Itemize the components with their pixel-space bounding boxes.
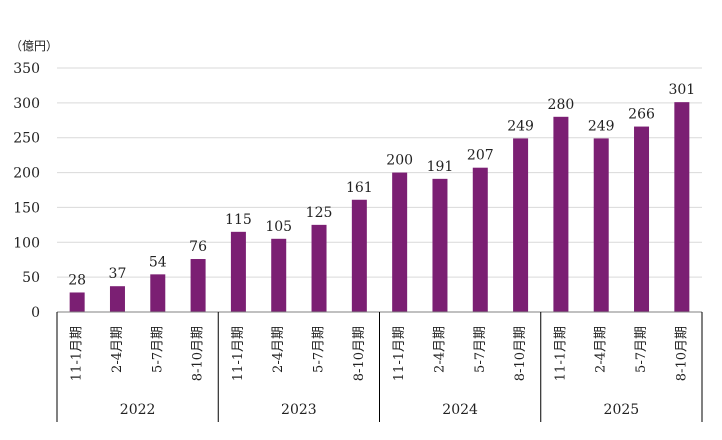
data-label: 54 <box>149 254 167 270</box>
y-tick-label: 350 <box>13 61 40 77</box>
data-label: 266 <box>628 107 655 123</box>
data-label: 249 <box>588 118 615 134</box>
bar <box>432 178 448 312</box>
data-label: 207 <box>467 148 494 164</box>
data-label: 191 <box>427 159 454 175</box>
data-label: 249 <box>507 118 534 134</box>
data-labels: 28 37 54 76 115 105 125 161 200 191 207 249 280 249 26… <box>68 82 695 288</box>
bar <box>190 259 206 312</box>
y-tick-label: 250 <box>13 131 40 147</box>
x-group-label: 2024 <box>442 402 478 418</box>
x-tick-label: 8-10月期 <box>352 326 367 381</box>
data-label: 28 <box>68 272 86 288</box>
x-group-label: 2022 <box>120 402 156 418</box>
data-label: 301 <box>668 82 695 98</box>
y-tick-label: 150 <box>13 200 40 216</box>
data-label: 37 <box>109 266 127 282</box>
bar <box>513 138 529 312</box>
bar <box>593 138 609 312</box>
x-tick-label: 8-10月期 <box>191 326 206 381</box>
bars <box>69 102 690 312</box>
data-label: 76 <box>189 239 207 255</box>
x-tick-label: 5-7月期 <box>150 326 165 373</box>
x-tick-label: 5-7月期 <box>312 326 327 373</box>
bar <box>109 286 125 312</box>
x-tick-label: 5-7月期 <box>473 326 488 373</box>
y-tick-label: 0 <box>31 305 40 321</box>
y-tick-label: 50 <box>22 270 40 286</box>
bar <box>271 238 287 312</box>
y-tick-label: 200 <box>13 166 40 182</box>
x-tick-label: 2-4月期 <box>432 326 447 373</box>
x-tick-label: 11-1月期 <box>553 326 568 381</box>
x-tick-label: 2-4月期 <box>271 326 286 373</box>
bar <box>634 126 650 312</box>
y-axis-ticks: 0 50 100 150 200 250 300 350 <box>13 61 40 321</box>
x-tick-label: 11-1月期 <box>392 326 407 381</box>
data-label: 125 <box>306 205 333 221</box>
data-label: 280 <box>548 97 575 113</box>
bar <box>351 199 367 312</box>
x-tick-label: 2-4月期 <box>594 326 609 373</box>
x-tick-label: 11-1月期 <box>231 326 246 381</box>
x-group-label: 2023 <box>281 402 317 418</box>
x-tick-label: 11-1月期 <box>70 326 85 381</box>
data-label: 161 <box>346 180 373 196</box>
y-tick-label: 300 <box>13 96 40 112</box>
bar <box>69 292 85 312</box>
bar <box>150 274 166 312</box>
y-tick-label: 100 <box>13 235 40 251</box>
x-tick-label: 8-10月期 <box>513 326 528 381</box>
bar <box>392 172 408 312</box>
data-label: 115 <box>225 212 252 228</box>
data-label: 105 <box>265 219 292 235</box>
gridlines <box>57 67 702 278</box>
bar <box>674 102 690 312</box>
bar <box>230 231 246 312</box>
bar <box>553 116 569 312</box>
data-label: 200 <box>386 153 413 169</box>
y-axis-unit: （億円） <box>10 39 58 53</box>
x-group-label: 2025 <box>604 402 640 418</box>
bar <box>472 167 488 312</box>
x-tick-label: 8-10月期 <box>674 326 689 381</box>
x-tick-label: 5-7月期 <box>634 326 649 373</box>
x-axis: 11-1月期 2-4月期 5-7月期 8-10月期 11-1月期 2-4月期 5-7月期 8-… <box>56 311 703 422</box>
x-tick-label: 2-4月期 <box>110 326 125 373</box>
bar <box>311 224 327 312</box>
